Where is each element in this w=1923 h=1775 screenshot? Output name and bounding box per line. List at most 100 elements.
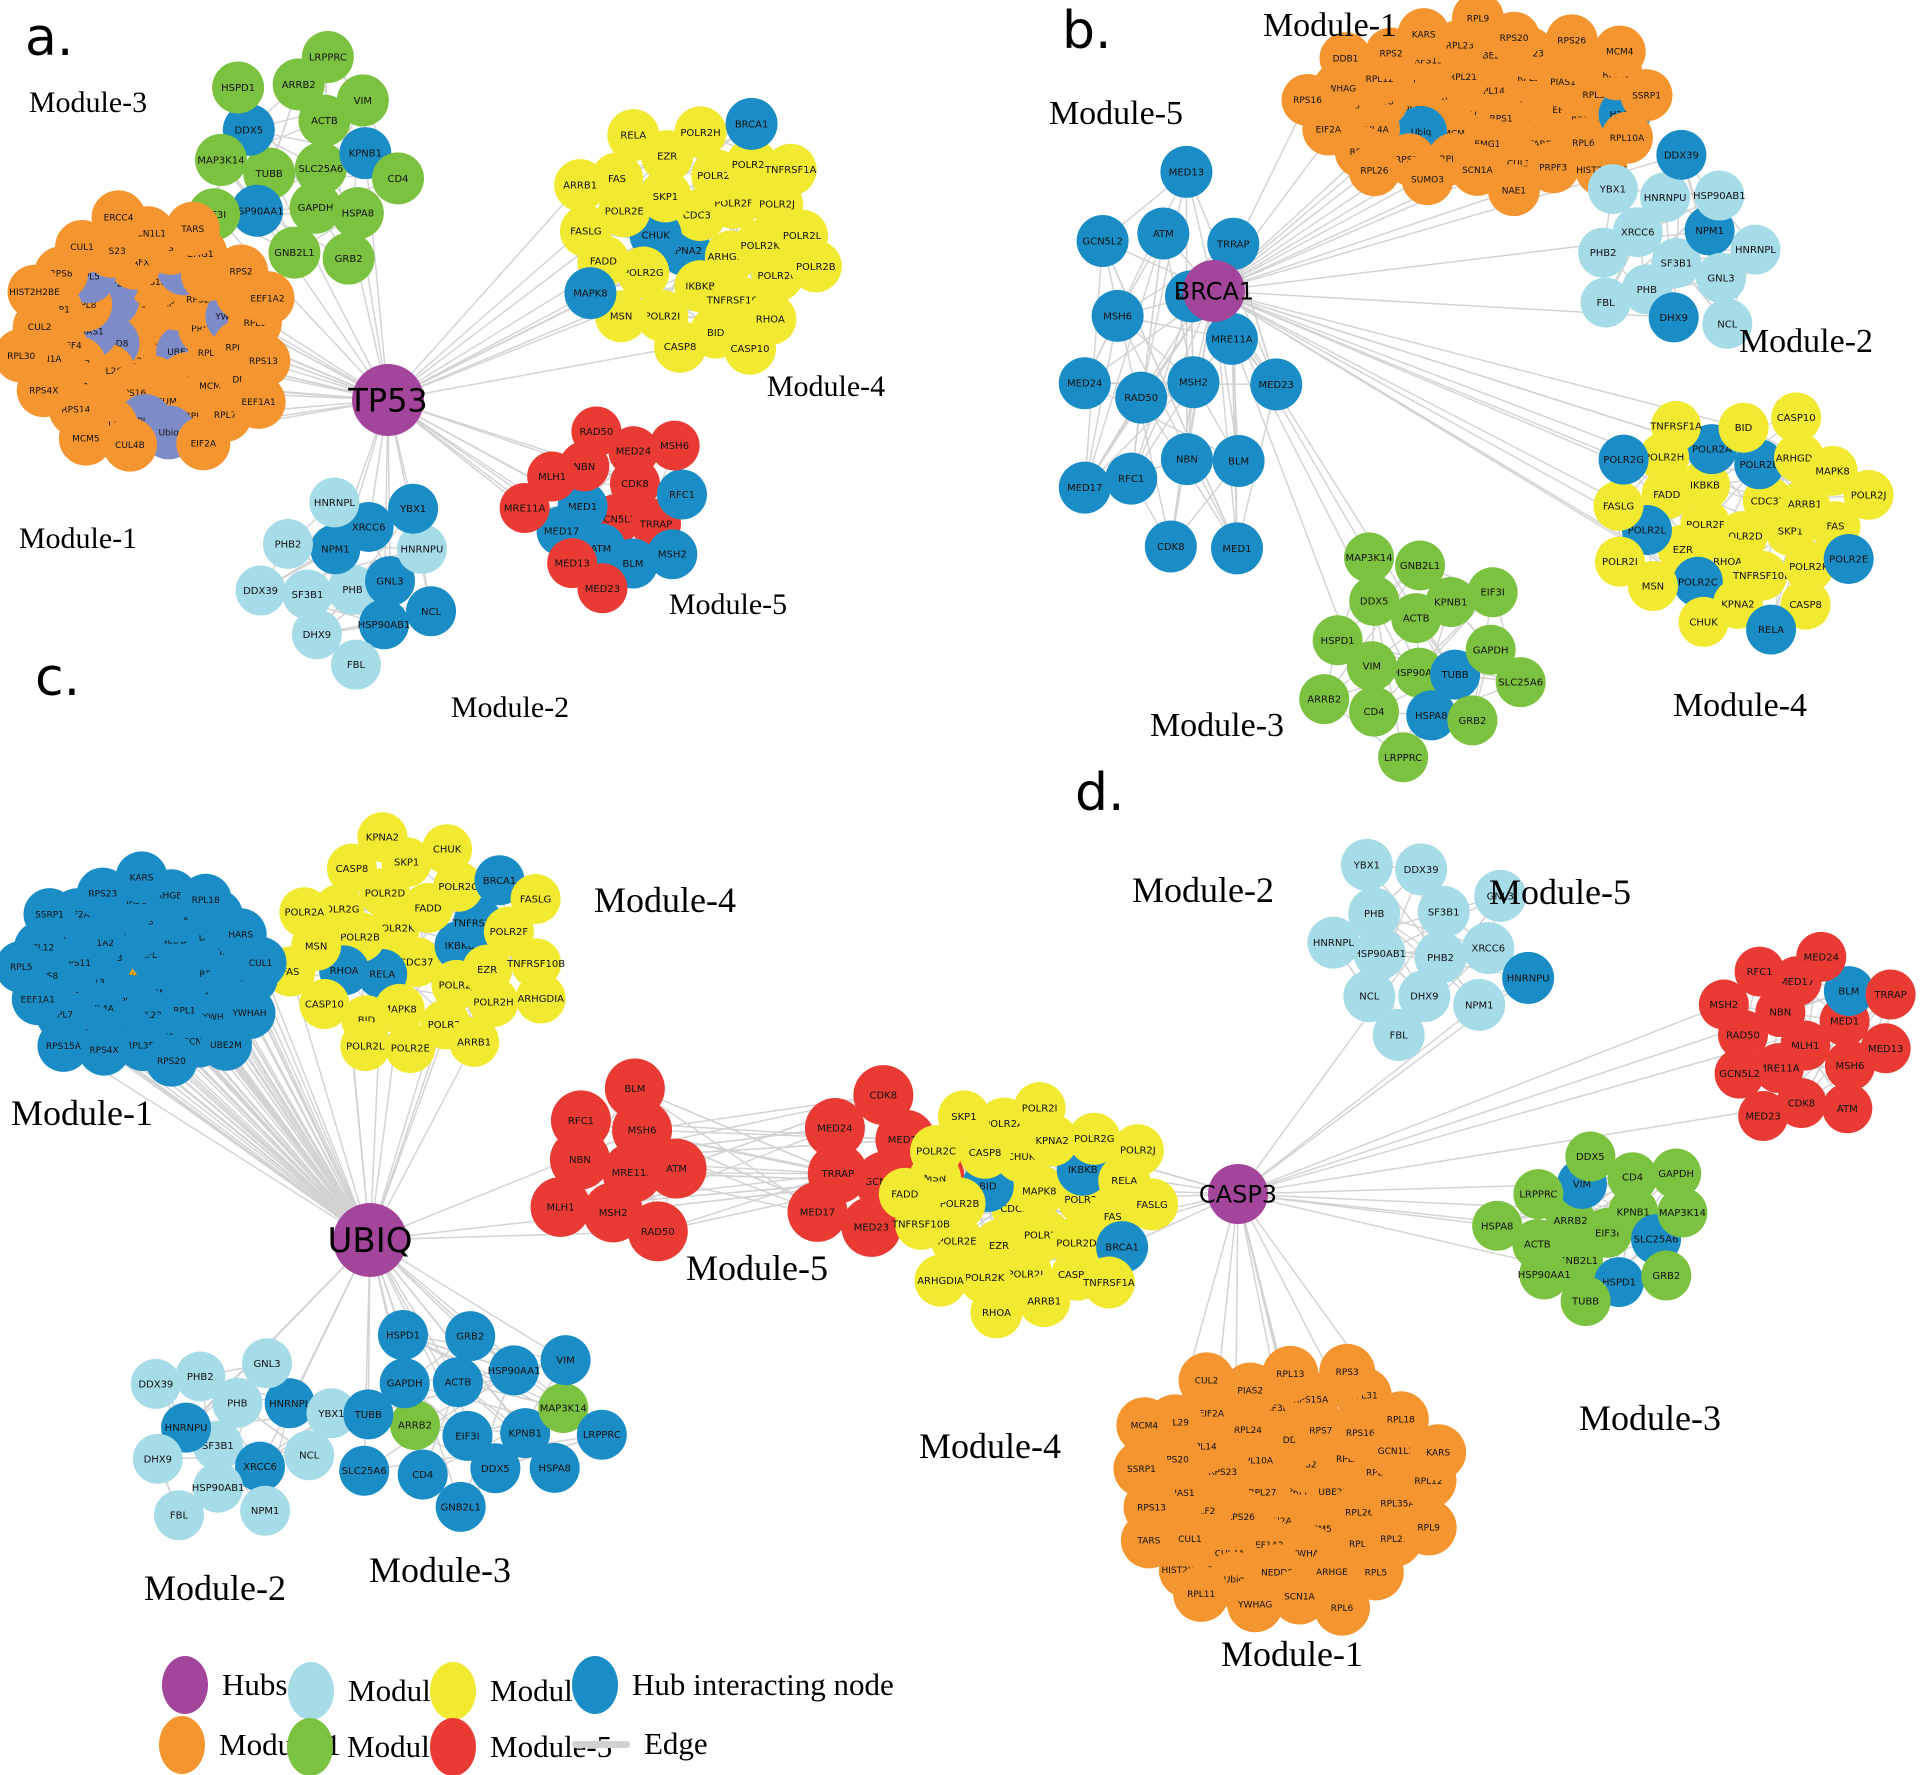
node-label: ARHGEF4 (1316, 1568, 1359, 1578)
module-label-a-Module-2: Module-2 (451, 691, 569, 724)
node-CDK8 (1144, 520, 1197, 573)
node-HSP90AA1 (1519, 1249, 1570, 1300)
node-label: RPS13 (249, 357, 278, 367)
node-label: FBL (1596, 298, 1615, 309)
node-label: MED17 (800, 1207, 835, 1218)
node-label: PHB2 (1590, 248, 1617, 259)
node-HSPD1 (1312, 615, 1363, 666)
node-CDK8 (1776, 1078, 1827, 1129)
node-label: EEF1A2 (80, 939, 114, 949)
node-label: RPL35A (126, 1041, 161, 1051)
node-label: MED13 (888, 1135, 923, 1146)
node-label: FASLG (520, 894, 551, 905)
node-label: DHX9 (1659, 313, 1687, 324)
node-label: RPL30 (7, 352, 35, 362)
node-MED13 (1160, 145, 1213, 198)
node-MED1 (1211, 522, 1264, 575)
node-PHB2 (1578, 227, 1629, 278)
node-RPL9 (1400, 1499, 1457, 1556)
node-label: RFC1 (568, 1116, 594, 1127)
node-label: RPL23 (120, 357, 148, 367)
node-XRCC6 (1462, 922, 1515, 975)
node-label: SSRP1 (35, 910, 64, 920)
node-POLR2I (1594, 536, 1645, 587)
node-label: RPL26 (94, 367, 122, 377)
node-label: ARHGDIA (1776, 453, 1823, 464)
node-KPNA2 (357, 812, 408, 863)
node-label: PHB2 (1427, 953, 1454, 964)
node-label: LRPPRC (583, 1430, 621, 1441)
node-CD4 (1607, 1152, 1658, 1203)
node-HSP90AB1 (193, 1462, 244, 1513)
node-label: CASP10 (305, 1000, 344, 1011)
node-MRE11A (1205, 312, 1258, 365)
node-label: GRB2 (1458, 716, 1486, 727)
node-label: PHB2 (187, 1372, 214, 1383)
node-label: POLR2E (391, 1044, 430, 1055)
node-label: EEF1A2 (1249, 1541, 1283, 1551)
node-BLM (1212, 434, 1265, 487)
node-label: RPS13 (1137, 1504, 1166, 1514)
node-RPL26 (1348, 144, 1401, 197)
node-label: HSPD1 (1321, 636, 1355, 647)
node-label: MRE11A (1211, 334, 1253, 345)
node-RPS4X (78, 1023, 131, 1076)
node-label: EEF1A2 (250, 294, 284, 304)
node-POLR2L (340, 1021, 391, 1072)
node-label: RPS16 (117, 389, 146, 399)
node-label: MCM4 (1606, 48, 1634, 58)
node-label: MCM4 (199, 382, 227, 392)
node-GNB2L1 (268, 226, 321, 279)
node-label: POLR2E (937, 1236, 976, 1247)
node-HSPA8 (331, 187, 384, 240)
node-label: RAD50 (579, 427, 613, 438)
node-label: HIST2H2BE (9, 288, 60, 298)
node-POLR2G (1068, 1112, 1121, 1165)
node-label: ERCC4 (104, 214, 134, 224)
node-label: RPL10A (1610, 134, 1645, 144)
node-label: POLR2K (375, 924, 415, 935)
node-label: RPL14 (1477, 87, 1505, 97)
node-label: YBX1 (1599, 185, 1626, 196)
node-CASP10 (1771, 392, 1822, 443)
node-KPNB1 (500, 1408, 551, 1459)
node-LRPPRC (576, 1409, 627, 1460)
node-RPL6 (1313, 1579, 1370, 1636)
node-label: CDK8 (870, 1091, 898, 1102)
node-DDX5 (470, 1443, 521, 1494)
node-label: NCL (1359, 992, 1379, 1003)
module-label-a-Module-3: Module-3 (29, 86, 147, 119)
node-VIM (1346, 641, 1397, 692)
module-label-b-Module-2: Module-2 (1739, 323, 1873, 360)
node-FASLG (510, 873, 561, 924)
module-label-d-Module-2: Module-2 (1132, 870, 1274, 910)
node-label: TARS (1136, 1537, 1160, 1547)
node-label: POLR2F (490, 927, 529, 938)
node-label: CDK8 (1788, 1099, 1816, 1110)
node-label: MAPK8 (1815, 466, 1849, 477)
node-label: DHX9 (303, 630, 331, 641)
node-label: EZR (477, 965, 497, 976)
node-label: RPL10A (173, 1006, 208, 1016)
node-label: RPL6 (1572, 139, 1595, 149)
node-label: YWHAG (1237, 1600, 1272, 1610)
node-HSPD1 (377, 1309, 428, 1360)
node-label: RPS26 (1557, 36, 1586, 46)
node-MED24 (608, 426, 659, 477)
module-label-d-Module-3: Module-3 (1579, 1398, 1721, 1438)
node-label: RPL23 (1349, 1540, 1377, 1550)
panel-letter-a: a. (25, 8, 73, 68)
module-label-c-Module-2: Module-2 (144, 1568, 286, 1608)
node-label: FAS (1104, 1212, 1122, 1223)
node-label: RPS4X (29, 386, 58, 396)
node-label: POLR2F (1686, 520, 1725, 531)
node-RELA (607, 109, 660, 162)
node-SLC25A6 (294, 142, 347, 195)
node-label: GNL3 (1707, 273, 1734, 284)
node-YBX1 (306, 1388, 357, 1439)
node-MAP3K14 (538, 1383, 589, 1434)
node-label: SKP1 (1778, 526, 1803, 537)
node-label: YWHAH (231, 1009, 266, 1019)
node-RPL5 (0, 940, 48, 993)
